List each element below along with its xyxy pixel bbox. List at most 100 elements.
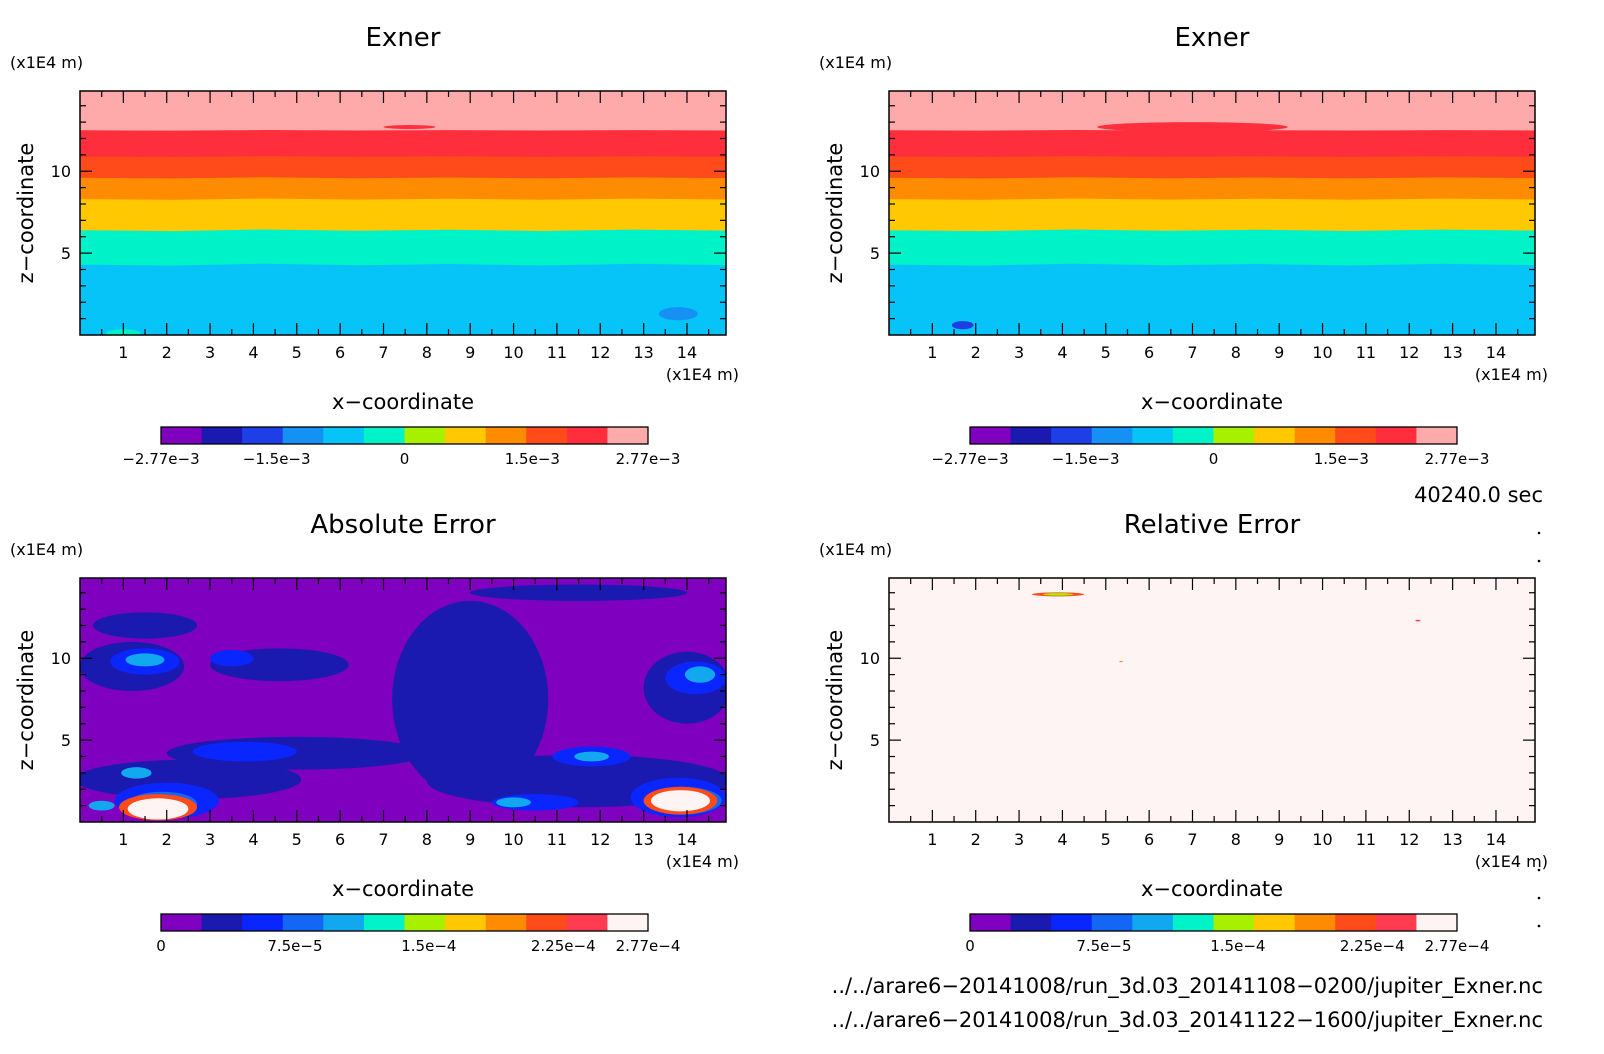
x-tick-label: 3 bbox=[205, 830, 215, 849]
x-tick-label: 10 bbox=[1312, 343, 1332, 362]
contour-region bbox=[121, 767, 152, 779]
contour-region bbox=[496, 797, 531, 808]
colorbar-segment bbox=[282, 914, 324, 931]
contour-region bbox=[392, 600, 549, 798]
colorbar-label: 1.5e−4 bbox=[1210, 937, 1265, 955]
y-tick-label: 5 bbox=[870, 244, 880, 263]
y-axis-title: z−coordinate bbox=[823, 630, 847, 771]
plot-frame bbox=[79, 90, 727, 336]
margin-dot bbox=[1537, 531, 1541, 535]
x-tick-label: 4 bbox=[248, 343, 258, 362]
colorbar-label: 2.77e−3 bbox=[616, 450, 681, 468]
x-tick-label: 7 bbox=[378, 343, 388, 362]
x-tick-label: 8 bbox=[1231, 343, 1241, 362]
colorbar-segment bbox=[526, 427, 568, 444]
contour-region bbox=[1042, 593, 1074, 596]
contour-fill bbox=[80, 91, 726, 335]
contour-region bbox=[383, 125, 436, 129]
colorbar-segment bbox=[566, 427, 608, 444]
x-tick-label: 10 bbox=[503, 343, 523, 362]
x-tick-label: 8 bbox=[422, 830, 432, 849]
colorbar: −2.77e−3 −1.5e−3 0 1.5e−3 2.77e−3 bbox=[931, 426, 1489, 468]
x-tick-label: 12 bbox=[1399, 830, 1419, 849]
plot-frame bbox=[79, 577, 727, 823]
colorbar-segment bbox=[1213, 427, 1255, 444]
x-tick-label: 3 bbox=[1014, 830, 1024, 849]
colorbar-segment bbox=[1172, 914, 1214, 931]
colorbar-segment bbox=[1294, 914, 1336, 931]
y-axis-title: z−coordinate bbox=[823, 143, 847, 284]
colorbar-segment bbox=[1335, 427, 1377, 444]
colorbar-label: −1.5e−3 bbox=[1052, 450, 1120, 468]
y-unit-label: (x1E4 m) bbox=[819, 540, 892, 559]
colorbar-segment bbox=[201, 914, 243, 931]
colorbar-label: 1.5e−3 bbox=[505, 450, 560, 468]
x-tick-label: 14 bbox=[677, 830, 697, 849]
x-tick-label: 9 bbox=[465, 343, 475, 362]
colorbar-label: 1.5e−4 bbox=[401, 937, 456, 955]
colorbar-segment bbox=[323, 427, 365, 444]
y-axis-title: z−coordinate bbox=[14, 143, 38, 284]
colorbar-label: −2.77e−3 bbox=[122, 450, 199, 468]
colorbar-segment bbox=[1254, 914, 1296, 931]
y-unit-label: (x1E4 m) bbox=[819, 53, 892, 72]
panel-title: Exner bbox=[1175, 23, 1250, 53]
colorbar-segment bbox=[607, 427, 649, 444]
colorbar-segment bbox=[404, 427, 446, 444]
colorbar: 0 7.5e−5 1.5e−4 2.25e−4 2.77e−4 bbox=[156, 913, 680, 955]
colorbar-segment bbox=[445, 914, 487, 931]
x-tick-label: 2 bbox=[971, 830, 981, 849]
y-unit-label: (x1E4 m) bbox=[10, 540, 83, 559]
x-tick-label: 5 bbox=[1101, 343, 1111, 362]
x-axis-title: x−coordinate bbox=[332, 877, 474, 901]
y-tick-label: 5 bbox=[61, 731, 71, 750]
colorbar-segment bbox=[1010, 427, 1052, 444]
x-tick-label: 4 bbox=[1057, 343, 1067, 362]
x-tick-label: 9 bbox=[1274, 830, 1284, 849]
x-tick-label: 6 bbox=[1144, 343, 1154, 362]
time-label: 40240.0 sec bbox=[1414, 483, 1543, 507]
x-axis-title: x−coordinate bbox=[1141, 390, 1283, 414]
x-tick-label: 14 bbox=[677, 343, 697, 362]
x-tick-label: 6 bbox=[335, 830, 345, 849]
x-tick-label: 12 bbox=[590, 343, 610, 362]
contour-region bbox=[210, 650, 254, 667]
x-tick-label: 10 bbox=[503, 830, 523, 849]
x-tick-label: 12 bbox=[1399, 343, 1419, 362]
x-unit-label: (x1E4 m) bbox=[1475, 852, 1548, 871]
contour-region bbox=[192, 741, 297, 762]
x-tick-label: 2 bbox=[971, 343, 981, 362]
x-tick-label: 7 bbox=[1187, 343, 1197, 362]
plot-frame bbox=[888, 90, 1536, 336]
colorbar-segment bbox=[485, 427, 527, 444]
x-tick-label: 13 bbox=[1442, 830, 1462, 849]
y-tick-label: 10 bbox=[51, 649, 71, 668]
colorbar-segment bbox=[1254, 427, 1296, 444]
colorbar-label: 2.77e−4 bbox=[1425, 937, 1490, 955]
x-tick-label: 2 bbox=[162, 343, 172, 362]
x-tick-label: 3 bbox=[205, 343, 215, 362]
contour-region bbox=[470, 584, 687, 601]
x-tick-label: 8 bbox=[1231, 830, 1241, 849]
colorbar-segment bbox=[161, 427, 203, 444]
contour-band bbox=[889, 263, 1535, 335]
margin-dot bbox=[1537, 924, 1541, 928]
colorbar-label: 1.5e−3 bbox=[1314, 450, 1369, 468]
contour-fill bbox=[889, 91, 1535, 335]
contour-region bbox=[658, 307, 698, 321]
colorbar-segment bbox=[1416, 914, 1458, 931]
x-tick-label: 8 bbox=[422, 343, 432, 362]
margin-dot bbox=[1537, 559, 1541, 563]
colorbar-frame bbox=[160, 913, 649, 932]
margin-dot bbox=[1537, 896, 1541, 900]
x-unit-label: (x1E4 m) bbox=[666, 365, 739, 384]
colorbar-segment bbox=[1132, 914, 1174, 931]
y-tick-label: 5 bbox=[870, 731, 880, 750]
y-tick-label: 10 bbox=[860, 162, 880, 181]
x-tick-label: 7 bbox=[1187, 830, 1197, 849]
colorbar-segment bbox=[242, 427, 284, 444]
